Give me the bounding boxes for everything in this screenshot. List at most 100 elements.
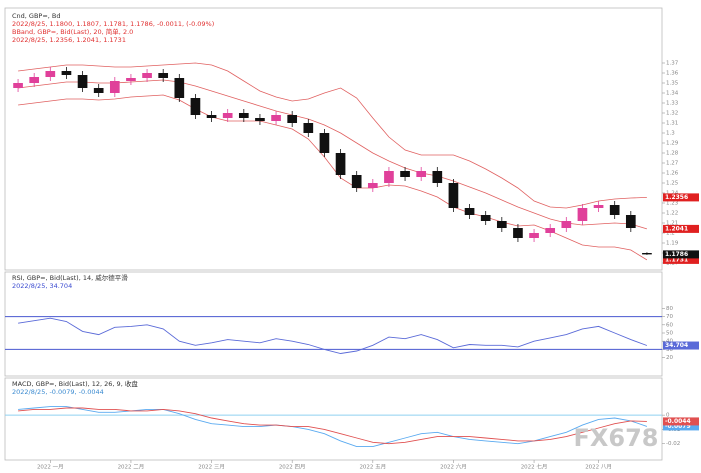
y-tick-label: 60 xyxy=(666,322,673,328)
candle-body xyxy=(400,171,410,177)
candle-body xyxy=(61,71,72,75)
y-tick-label: 1.25 xyxy=(666,181,679,187)
candle-body xyxy=(271,115,281,121)
price-panel xyxy=(4,7,663,271)
last-value-label: 34.704 xyxy=(665,342,688,349)
last-price-label: 1.1786 xyxy=(665,251,688,258)
candle-body xyxy=(255,118,265,121)
y-tick-label: 1.27 xyxy=(666,161,679,167)
rsi-title: RSI, GBP=, Bid(Last), 14, 威尔德平滑 xyxy=(12,273,128,282)
candle-body xyxy=(561,221,572,228)
y-tick-label: 1.35 xyxy=(666,81,679,87)
candle-body xyxy=(367,183,378,188)
rsi-line xyxy=(18,317,648,354)
last-value-label-box xyxy=(663,341,699,350)
candle-body xyxy=(351,175,362,188)
rsi-panel xyxy=(4,271,663,377)
candle-body xyxy=(109,81,120,93)
candle-body xyxy=(29,77,40,83)
y-tick-label: 1.32 xyxy=(666,111,678,117)
candle-body xyxy=(93,88,104,93)
candle-body xyxy=(158,73,169,78)
y-tick-label: 1.19 xyxy=(666,241,679,247)
y-tick-label: 50 xyxy=(666,331,673,337)
y-tick-label: 1.23 xyxy=(666,201,679,207)
y-tick-label: 1.34 xyxy=(666,91,679,97)
x-tick-label: 2022 八月 xyxy=(585,464,612,471)
x-tick-label: 2022 七月 xyxy=(521,463,548,471)
candle-body xyxy=(174,78,185,98)
candle-body xyxy=(303,123,314,133)
y-tick-label: 1.28 xyxy=(666,151,679,157)
y-tick-label: 1.31 xyxy=(666,121,678,127)
candle-body xyxy=(464,208,475,215)
x-tick-label: 2022 五月 xyxy=(359,464,386,471)
last-value-label: -0.0079 xyxy=(665,423,691,430)
watermark: FX678 xyxy=(574,424,659,452)
candle-body xyxy=(432,171,443,183)
y-tick-label: -0.02 xyxy=(666,441,680,447)
y-tick-label: 70 xyxy=(666,314,673,320)
last-value-label-box xyxy=(663,417,699,426)
price-subtitle: 2022/8/25, 1.1800, 1.1807, 1.1781, 1.178… xyxy=(12,20,214,28)
y-tick-label: 1.26 xyxy=(666,171,679,177)
macd-subtitle: 2022/8/25, -0.0079, -0.0044 xyxy=(12,388,104,396)
candle-body xyxy=(126,78,136,81)
candle-body xyxy=(625,215,636,228)
macd-line xyxy=(18,406,648,448)
upper-band-label: 1.2356 xyxy=(665,194,688,201)
candle-body xyxy=(448,183,459,208)
candle-body xyxy=(384,171,394,183)
y-tick-label: 0 xyxy=(666,413,670,419)
mid-band-label: 1.2041 xyxy=(665,225,688,232)
y-tick-label: 1.29 xyxy=(666,141,679,147)
last-value-label: -0.0044 xyxy=(665,418,691,425)
band-subtitle: 2022/8/25, 1.2356, 1.2041, 1.1731 xyxy=(12,36,126,44)
candle-body xyxy=(287,115,298,123)
upper-band-label-box xyxy=(663,193,699,202)
candle-body xyxy=(335,153,346,175)
x-tick-label: 2022 四月 xyxy=(279,464,306,471)
candle-body xyxy=(642,253,652,255)
x-tick-label: 2022 一月 xyxy=(37,464,64,471)
candle-body xyxy=(206,115,217,118)
y-tick-label: 1.3 xyxy=(666,131,675,137)
last-value-label-box xyxy=(663,422,699,431)
band-line xyxy=(18,79,648,230)
candle-body xyxy=(496,221,507,228)
band-line xyxy=(18,94,648,261)
candle-body xyxy=(480,215,491,221)
candle-body xyxy=(45,71,56,77)
rsi-subtitle: 2022/8/25, 34.704 xyxy=(12,282,72,290)
band-title: BBand, GBP=, Bid(Last), 20, 简单, 2.0 xyxy=(12,27,133,36)
candle-body xyxy=(142,73,152,78)
y-tick-label: 1.37 xyxy=(666,61,679,67)
macd-title: MACD, GBP=, Bid(Last), 12, 26, 9, 收盘 xyxy=(12,379,138,388)
y-tick-label: 1.36 xyxy=(666,71,679,77)
price-title: Cnd, GBP=, Bd xyxy=(12,12,61,20)
macd-panel xyxy=(4,377,663,461)
candle-body xyxy=(416,171,427,177)
y-tick-label: 20 xyxy=(666,355,673,361)
lower-band-label: 1.1731 xyxy=(665,256,688,263)
y-tick-label: 1.33 xyxy=(666,101,679,107)
candle-body xyxy=(545,228,556,233)
mid-band-label-box xyxy=(663,224,699,233)
candle-body xyxy=(222,113,233,118)
candle-body xyxy=(238,113,249,118)
y-tick-label: 1.21 xyxy=(666,221,678,227)
macd-line xyxy=(18,407,647,445)
candle-body xyxy=(513,228,523,238)
lower-band-label-box xyxy=(663,255,699,264)
candle-body xyxy=(529,233,539,238)
candle-body xyxy=(190,98,201,115)
y-tick-label: 1.22 xyxy=(666,211,678,217)
y-tick-label: 1.2 xyxy=(666,231,675,237)
x-tick-label: 2022 三月 xyxy=(198,464,225,471)
candle-body xyxy=(319,133,330,153)
candle-body xyxy=(609,205,620,215)
candle-body xyxy=(13,83,23,88)
candle-body xyxy=(593,205,604,208)
